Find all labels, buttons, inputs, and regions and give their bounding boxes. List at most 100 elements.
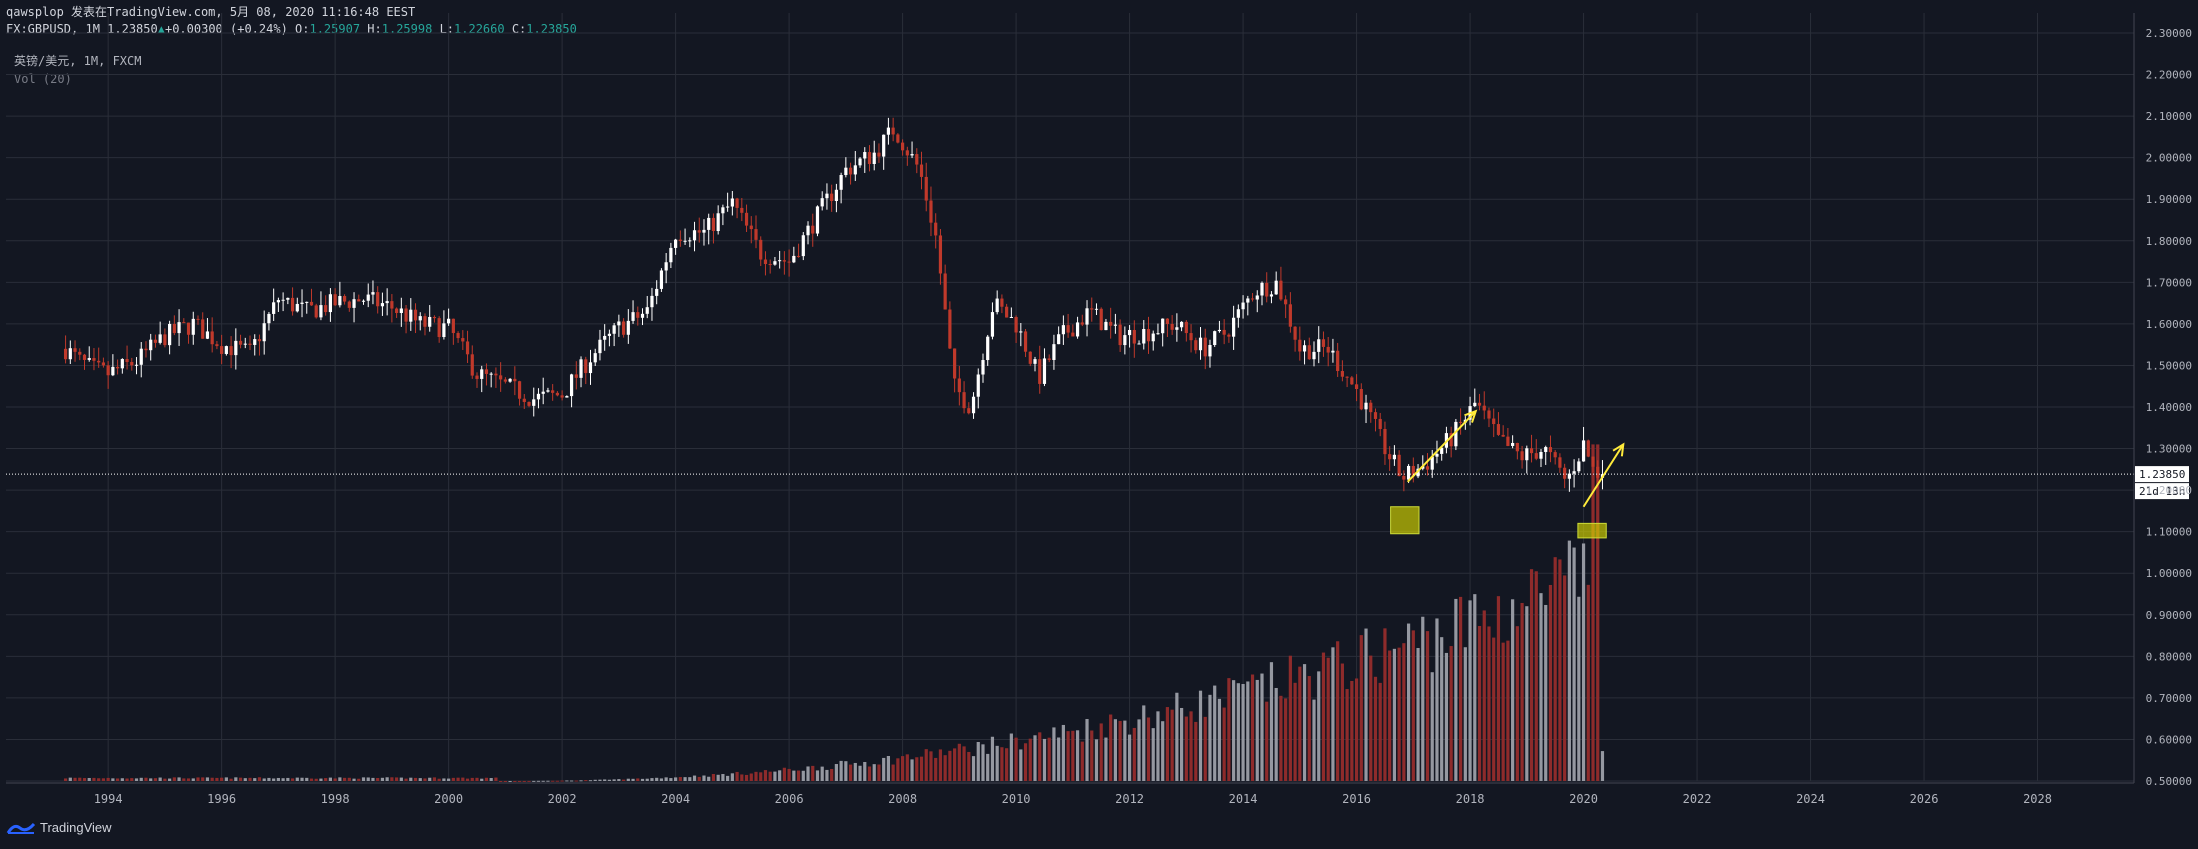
volume-bar [536, 780, 541, 782]
volume-bar [385, 777, 389, 781]
volume-bar [1340, 663, 1344, 781]
candle-body [248, 343, 252, 345]
x-tick-label: 2016 [1342, 792, 1371, 806]
volume-bar [1468, 600, 1472, 781]
volume-bar [1165, 707, 1170, 781]
candle-body [953, 348, 957, 379]
candle-body [905, 150, 909, 156]
candle-body [290, 297, 295, 312]
volume-bar [1572, 547, 1576, 781]
volume-bar [1000, 747, 1004, 781]
volume-bar [730, 773, 734, 781]
volume-bar [1042, 738, 1047, 781]
candle-body [697, 230, 701, 233]
candle-body [1146, 329, 1151, 342]
highlight-box [1577, 522, 1607, 539]
candle-body [357, 299, 361, 302]
candle-body [1180, 321, 1184, 328]
candle-body [1321, 339, 1326, 347]
candle-body [1198, 337, 1203, 351]
candle-body [1038, 359, 1042, 384]
candle-body [130, 362, 134, 366]
volume-bar [749, 773, 753, 781]
trend-arrow [1582, 443, 1625, 508]
candle-body [872, 152, 876, 164]
candle-body [177, 322, 181, 334]
candle-body [626, 320, 630, 335]
series-legend[interactable]: 英镑/美元, 1M, FXCM Vol (20) [14, 52, 141, 88]
volume-bar [1563, 575, 1567, 781]
volume-bar [768, 771, 772, 781]
volume-bar [1213, 685, 1217, 781]
volume-bars [63, 444, 1605, 782]
x-tick-label: 2024 [1796, 792, 1825, 806]
candle-body [891, 127, 895, 135]
candle-body [1099, 308, 1103, 331]
volume-legend[interactable]: Vol (20) [14, 72, 72, 86]
candle-body [134, 364, 139, 366]
volume-bar [1161, 721, 1165, 781]
candle-body [1009, 317, 1013, 319]
candle-body [513, 378, 517, 382]
candle-body [82, 354, 87, 360]
volume-bar [877, 764, 881, 781]
candle-body [768, 264, 772, 266]
time-axis[interactable]: 1994 1996 1998 2000 2002 2004 2006 2008 2010 2012… [6, 782, 2134, 806]
volume-bar [484, 777, 489, 781]
volume-bar [1581, 543, 1586, 781]
candle-body [1236, 309, 1240, 318]
volume-bar [314, 778, 318, 781]
candle-body [352, 299, 356, 308]
volume-bar [603, 779, 607, 781]
volume-bar [68, 777, 72, 781]
candle-body [934, 222, 938, 236]
tradingview-footer[interactable]: TradingView [6, 820, 112, 835]
candle-body [267, 313, 271, 324]
volume-bar [1061, 724, 1065, 781]
volume-bar [1123, 720, 1127, 781]
drawing-annotations[interactable] [1390, 409, 1625, 539]
volume-bar [87, 777, 91, 781]
volume-bar [919, 756, 924, 781]
candle-body [262, 323, 266, 342]
candle-body [480, 369, 484, 379]
candle-body [1487, 410, 1491, 419]
candle-body [1260, 282, 1264, 296]
volume-bar [1094, 739, 1099, 781]
volume-bar [825, 769, 829, 781]
candle-body [428, 316, 432, 327]
volume-bar [290, 778, 295, 781]
candle-body [1019, 331, 1023, 333]
candle-body [470, 354, 474, 376]
candle-body [300, 302, 304, 304]
candle-body [1449, 433, 1453, 447]
volume-bar [418, 778, 422, 781]
volume-bar [796, 770, 801, 781]
candle-body [182, 322, 186, 324]
candle-body [1156, 333, 1160, 335]
volume-bar [413, 777, 418, 781]
candle-body [1388, 454, 1392, 460]
volume-bar [574, 780, 578, 782]
volume-bar [357, 778, 361, 781]
series-title[interactable]: 英镑/美元, 1M, FXCM [14, 54, 142, 68]
volume-bar [1269, 662, 1274, 781]
volume-bar [380, 777, 385, 781]
volume-bar [399, 777, 403, 781]
volume-bar [1023, 743, 1028, 781]
y-tick-label: 1.10000 [2146, 526, 2192, 539]
volume-bar [1520, 602, 1524, 781]
candle-body [333, 294, 337, 306]
candle-body [144, 348, 148, 351]
volume-bar [659, 778, 664, 781]
volume-bar [371, 777, 375, 781]
volume-bar [612, 779, 616, 781]
candle-body [990, 312, 995, 337]
volume-bar [943, 755, 947, 781]
volume-bar [106, 777, 110, 781]
candle-body [1132, 329, 1136, 344]
price-axis[interactable]: 2.30000 2.20000 2.10000 2.00000 1.90000 1.800… [2133, 13, 2192, 788]
volume-bar [1459, 596, 1463, 781]
volume-bar [1180, 707, 1184, 781]
